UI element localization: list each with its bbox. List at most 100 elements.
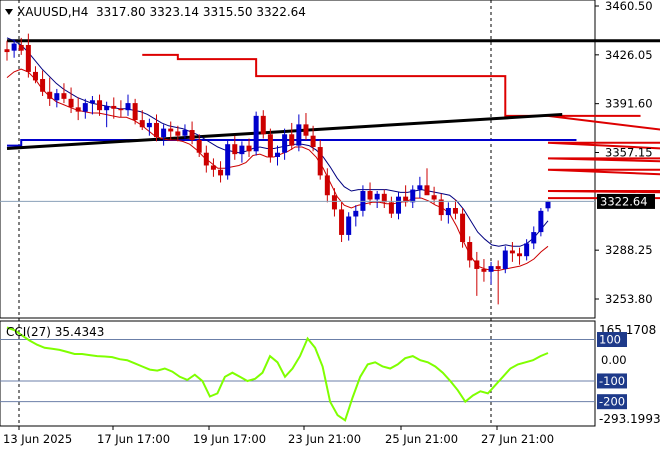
price-axis[interactable]: 3460.50 3426.05 3391.60 3357.15 3288.25 3253.… [595, 0, 653, 306]
cci-axis[interactable]: 100 0.00 -100 -200 [597, 332, 627, 410]
candle [396, 192, 402, 220]
candle-body [474, 260, 480, 269]
candlestick-series [4, 33, 551, 305]
time-tick-label: 19 Jun 17:00 [193, 432, 266, 446]
candle-body [410, 189, 416, 203]
candle [239, 141, 245, 163]
symbol-header: XAUUSD,H4 3317.80 3323.14 3315.50 3322.6… [5, 5, 306, 19]
cci-level-label: 0.00 [601, 353, 627, 367]
candle-body [97, 100, 103, 111]
candle [47, 77, 53, 106]
candle-body [267, 134, 273, 157]
cci-min-label: -293.1993 [599, 412, 660, 426]
candle [54, 88, 60, 108]
cci-level-tag-bg [597, 373, 627, 389]
price-tick-label: 3460.50 [605, 0, 653, 13]
cci-panel-frame [0, 320, 596, 427]
cci-line [6, 326, 549, 422]
candle-body [317, 147, 323, 176]
candle-body [260, 115, 266, 135]
ohlc-values: 3317.80 3323.14 3315.50 3322.64 [96, 5, 306, 19]
candle-body [481, 268, 487, 272]
candle [452, 199, 458, 220]
candle-body [275, 152, 280, 157]
candle-body [452, 207, 458, 214]
candle [324, 168, 330, 203]
candle-body [346, 216, 352, 235]
candle-body [360, 190, 366, 211]
candle [545, 200, 551, 212]
candle-body [467, 242, 473, 261]
candle-body [225, 144, 231, 176]
candle-body [424, 185, 430, 196]
candle [388, 196, 394, 218]
candle [125, 94, 131, 116]
candle [296, 114, 302, 152]
candle [161, 124, 167, 146]
time-tick-label: 13 Jun 2025 [3, 432, 72, 446]
candle-body [68, 98, 74, 108]
candle-body [289, 134, 295, 146]
candle-body [175, 131, 181, 136]
candle [289, 122, 295, 150]
candle-body [538, 210, 544, 233]
envelope-step-line [142, 53, 660, 200]
candle-body [381, 193, 387, 203]
candle [132, 98, 138, 125]
candle [353, 205, 359, 227]
candle-body [89, 100, 95, 104]
candle [381, 189, 387, 208]
candle-body [61, 93, 67, 99]
candle [260, 110, 266, 139]
candle-body [502, 250, 508, 269]
candle [146, 118, 152, 136]
time-tick-label: 23 Jun 21:00 [288, 432, 361, 446]
candle-body [82, 103, 88, 112]
candle [104, 101, 110, 128]
candle-body [495, 266, 501, 269]
candle [431, 186, 437, 204]
candle [118, 100, 124, 118]
time-axis[interactable]: 13 Jun 2025 17 Jun 17:00 19 Jun 17:00 23 Ju… [3, 426, 554, 446]
candle-body [203, 152, 209, 166]
candle-body [146, 122, 152, 128]
candle [410, 185, 416, 208]
candle-body [431, 195, 437, 200]
cci-indicator-label: CCI(27) 35.4343 [6, 325, 104, 339]
candle [218, 161, 224, 183]
price-tick-label: 3288.25 [605, 243, 653, 257]
candle [82, 98, 88, 119]
candle [203, 145, 209, 173]
cci-level-tag-text: -200 [599, 395, 625, 409]
candle [538, 207, 544, 237]
candle-body [118, 108, 124, 111]
candle [75, 97, 81, 121]
candle-body [25, 44, 31, 72]
dropdown-triangle-icon[interactable] [5, 9, 13, 15]
candle-body [374, 193, 380, 200]
candle [11, 39, 17, 58]
candle [502, 246, 508, 274]
cci-level-lines [0, 339, 595, 403]
candle-body [403, 196, 409, 203]
candle-body [218, 169, 224, 176]
candle [531, 226, 537, 250]
candle-body [488, 266, 494, 272]
candle-body [40, 79, 46, 92]
candle-body [417, 185, 423, 190]
price-tick-label: 3391.60 [605, 97, 653, 111]
candle [282, 128, 288, 160]
candle-body [11, 43, 17, 51]
candle [210, 158, 216, 177]
candle [417, 176, 423, 199]
candle-body [509, 250, 515, 254]
candle [4, 40, 10, 61]
candle-body [125, 103, 131, 111]
candle [403, 185, 409, 207]
candle-body [396, 196, 402, 214]
candle [360, 185, 366, 217]
candle-body [104, 105, 110, 111]
candle [40, 70, 46, 97]
